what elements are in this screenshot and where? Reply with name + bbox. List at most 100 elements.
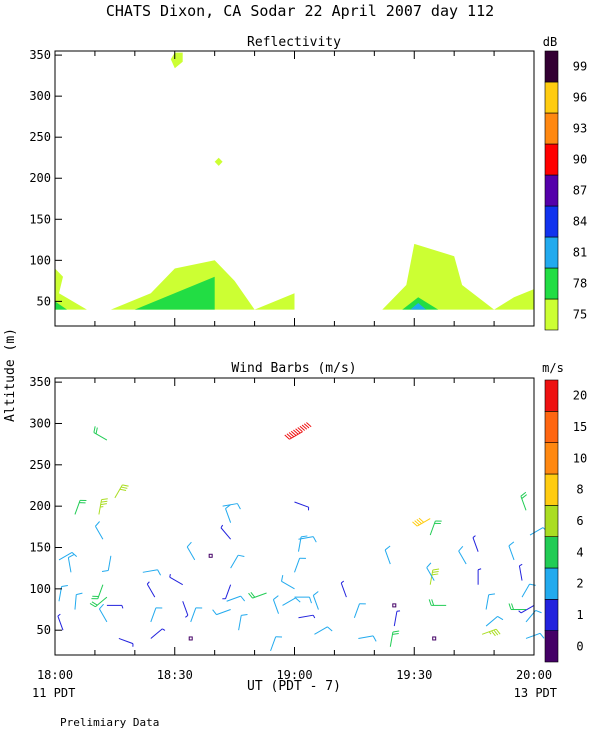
reflectivity-colorbar-label-99: 99 <box>573 60 587 74</box>
reflectivity-region-4 <box>214 157 223 166</box>
wind-colorbar-swatch-6 <box>544 505 559 537</box>
wind-colorbar-label-15: 15 <box>573 420 587 434</box>
reflectivity-region-6 <box>134 276 215 310</box>
wind-xtick-label-2000: 20:00 <box>516 668 552 682</box>
wind-barb-24 <box>186 541 196 561</box>
wind-ytick-label-200: 200 <box>29 499 51 513</box>
reflectivity-region-8 <box>410 303 427 310</box>
wind-barb-16 <box>142 569 162 576</box>
wind-barb-36 <box>272 595 280 614</box>
reflectivity-y-axis: 50 100 150 200 250 300 350 <box>29 48 62 308</box>
wind-barb-1 <box>58 585 68 602</box>
wind-barb-44 <box>298 614 316 619</box>
wind-barb-61 <box>458 545 467 565</box>
wind-barb-33 <box>238 613 248 631</box>
wind-barb-51 <box>384 545 391 565</box>
reflectivity-region-2 <box>382 243 534 310</box>
reflectivity-ytick-label-250: 250 <box>29 130 51 144</box>
wind-colorbar-label-6: 6 <box>576 514 583 528</box>
reflectivity-colorbar-label-84: 84 <box>573 215 587 229</box>
reflectivity-ytick-label-150: 150 <box>29 212 51 226</box>
reflectivity-x-ticks <box>54 51 535 326</box>
wind-barb-15 <box>118 637 134 647</box>
wind-barb-60 <box>428 599 447 606</box>
reflectivity-region-7 <box>402 297 439 310</box>
wind-barb-48 <box>340 580 347 598</box>
reflectivity-colorbar-swatch-81 <box>544 236 559 269</box>
reflectivity-region-5 <box>55 301 67 310</box>
wind-barb-63 <box>477 568 482 585</box>
reflectivity-ytick-label-350: 350 <box>29 48 51 62</box>
wind-x-axis: 18:00 18:30 19:00 19:30 20:00 <box>37 378 552 682</box>
wind-ytick-label-350: 350 <box>29 375 51 389</box>
wind-barb-9 <box>89 596 108 608</box>
wind-colorbar-swatch-4 <box>544 536 559 569</box>
reflectivity-colorbar-swatch-87 <box>544 174 559 207</box>
reflectivity-colorbar-label-81: 81 <box>573 246 587 260</box>
wind-barb-6 <box>98 498 108 515</box>
wind-barb-38 <box>294 501 310 511</box>
reflectivity-ytick-label-50: 50 <box>37 294 51 308</box>
wind-barb-21 <box>182 601 189 618</box>
reflectivity-colorbar-swatch-96 <box>544 81 559 114</box>
wind-colorbar-label-8: 8 <box>576 483 583 497</box>
wind-colorbar-swatch-0 <box>544 630 559 663</box>
wind-ytick-label-300: 300 <box>29 416 51 430</box>
wind-colorbar-swatch-10 <box>544 442 559 475</box>
reflectivity-ytick-label-300: 300 <box>29 89 51 103</box>
wind-barb-8 <box>91 584 104 600</box>
wind-barb-4 <box>74 592 83 610</box>
reflectivity-plot-frame <box>54 50 535 327</box>
wind-barb-68 <box>518 563 523 581</box>
wind-colorbar-label-1: 1 <box>576 608 583 622</box>
wind-colorbar-label-10: 10 <box>573 451 587 465</box>
reflectivity-colorbar: 75 78 81 84 87 90 93 96 99 <box>544 50 587 331</box>
reflectivity-colorbar-label: dB <box>543 35 557 49</box>
reflectivity-colorbar-label-93: 93 <box>573 122 587 136</box>
wind-colorbar-label-2: 2 <box>576 577 583 591</box>
wind-barb-75 <box>518 604 535 614</box>
reflectivity-ytick-label-100: 100 <box>29 253 51 267</box>
wind-colorbar-label-4: 4 <box>576 545 583 559</box>
wind-barb-3 <box>67 554 75 573</box>
wind-barb-47 <box>312 591 319 610</box>
wind-barb-52 <box>392 603 397 608</box>
wind-barbs <box>57 422 549 652</box>
wind-barb-2 <box>57 613 64 631</box>
x-start-note: 11 PDT <box>32 686 75 700</box>
wind-barb-31 <box>226 595 246 602</box>
reflectivity-colorbar-swatch-75 <box>544 298 559 331</box>
wind-barb-41 <box>294 557 306 573</box>
wind-barb-23 <box>190 607 203 623</box>
wind-ytick-label-50: 50 <box>37 623 51 637</box>
reflectivity-colorbar-swatch-90 <box>544 143 559 176</box>
reflectivity-colorbar-swatch-78 <box>544 267 559 300</box>
wind-barb-20 <box>169 574 183 586</box>
wind-barb-55 <box>412 517 431 527</box>
wind-barb-32 <box>212 609 231 616</box>
wind-ytick-label-100: 100 <box>29 582 51 596</box>
wind-title: Wind Barbs (m/s) <box>231 361 356 376</box>
wind-barb-30 <box>222 584 232 600</box>
wind-barb-19 <box>146 581 156 598</box>
wind-barb-50 <box>358 635 377 642</box>
wind-barb-42 <box>281 575 295 590</box>
wind-xtick-label-1800: 18:00 <box>37 668 73 682</box>
x-axis-label: UT (PDT - 7) <box>247 679 341 694</box>
wind-barb-59 <box>432 636 437 641</box>
wind-barb-18 <box>150 607 163 623</box>
wind-colorbar-swatch-20 <box>544 379 559 412</box>
reflectivity-colorbar-label-78: 78 <box>573 277 587 291</box>
wind-colorbar-swatch-15 <box>544 411 559 443</box>
wind-barb-14 <box>114 484 129 499</box>
wind-barb-54 <box>389 630 400 647</box>
wind-barb-40 <box>297 535 308 552</box>
wind-barb-22 <box>188 636 193 641</box>
reflectivity-colorbar-label-90: 90 <box>573 153 587 167</box>
wind-barb-56 <box>429 520 442 536</box>
reflectivity-ytick-label-200: 200 <box>29 171 51 185</box>
wind-colorbar: 0 1 2 4 6 8 10 15 20 <box>544 379 587 663</box>
